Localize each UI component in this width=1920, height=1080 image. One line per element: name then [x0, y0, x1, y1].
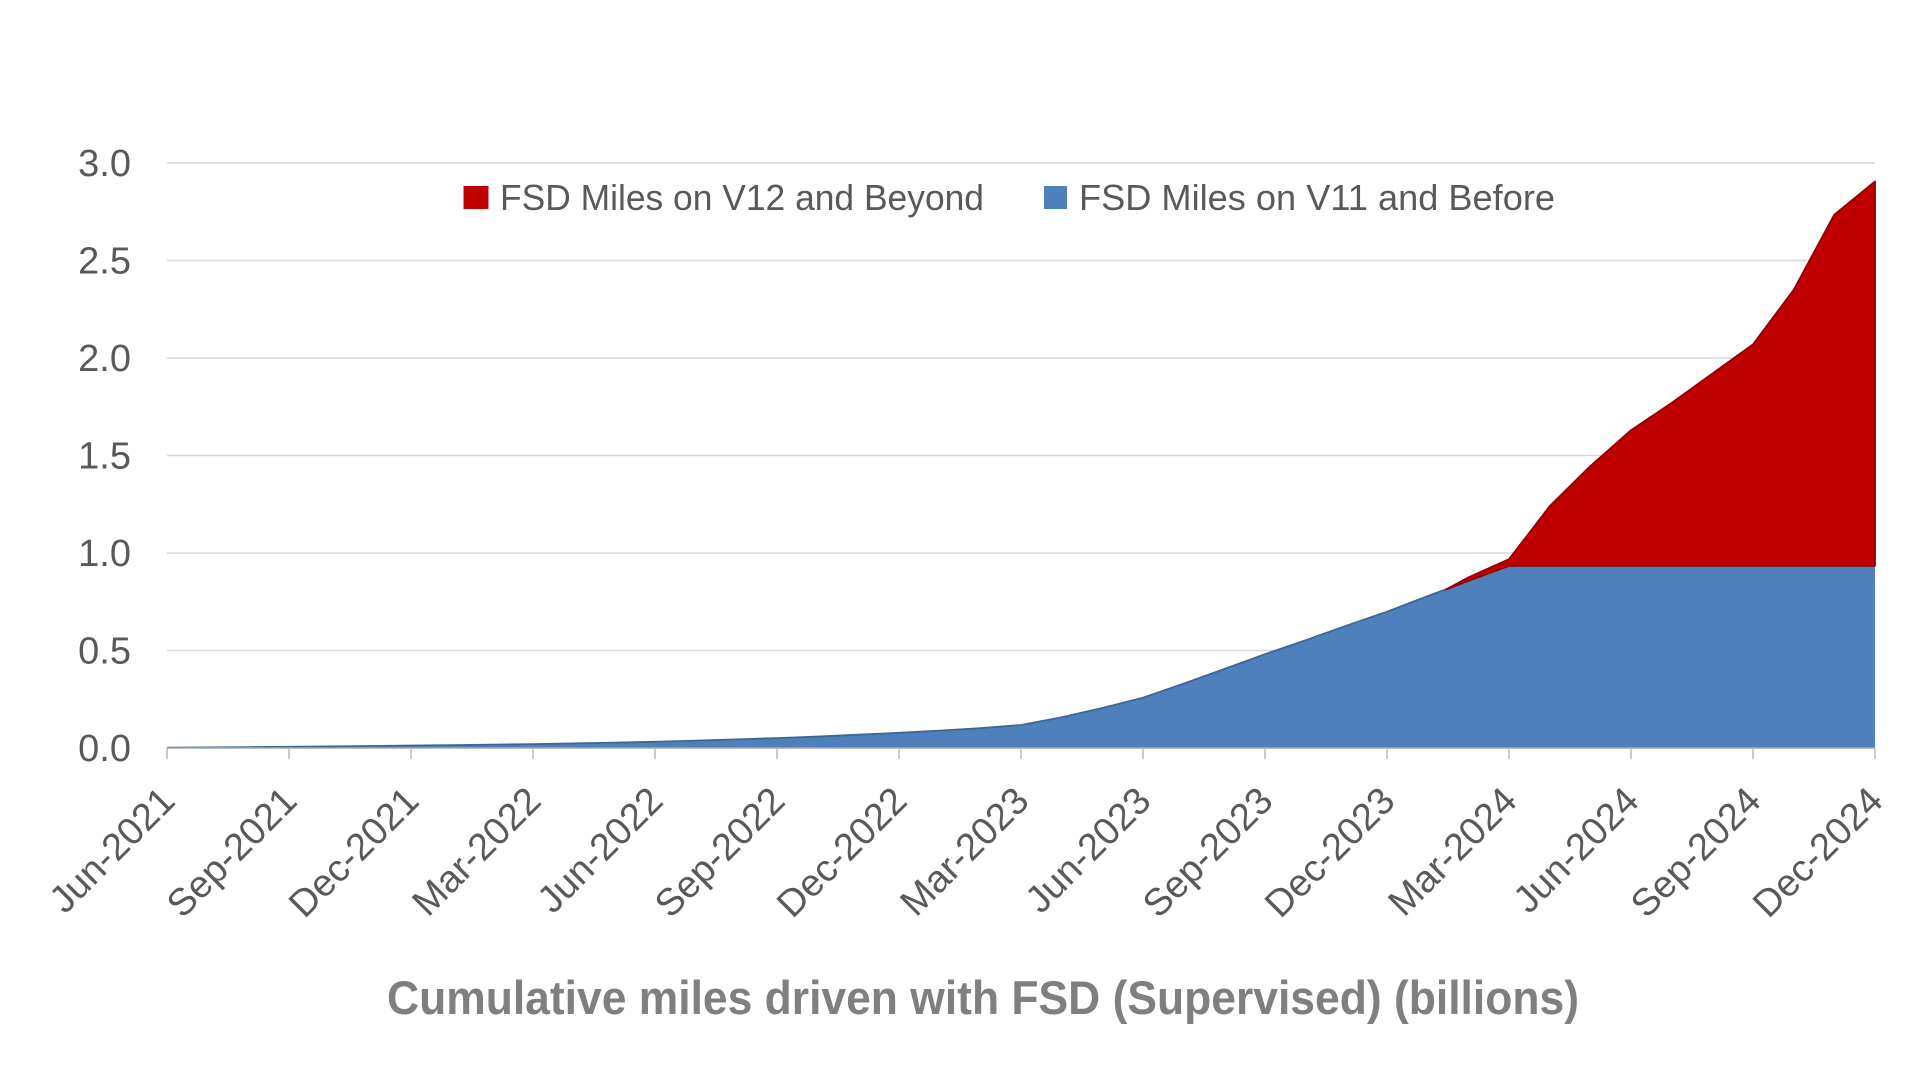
svg-text:Cumulative miles driven with F: Cumulative miles driven with FSD (Superv… — [387, 971, 1579, 1024]
svg-text:FSD Miles on V11 and Before: FSD Miles on V11 and Before — [1079, 177, 1555, 218]
svg-text:1.0: 1.0 — [78, 533, 131, 575]
svg-text:0.0: 0.0 — [78, 728, 131, 770]
svg-text:3.0: 3.0 — [78, 143, 131, 185]
svg-text:0.5: 0.5 — [78, 631, 131, 673]
svg-text:1.5: 1.5 — [78, 436, 131, 478]
svg-text:2.0: 2.0 — [78, 338, 131, 380]
svg-text:FSD Miles on V12 and Beyond: FSD Miles on V12 and Beyond — [500, 177, 984, 218]
svg-text:2.5: 2.5 — [78, 241, 131, 283]
